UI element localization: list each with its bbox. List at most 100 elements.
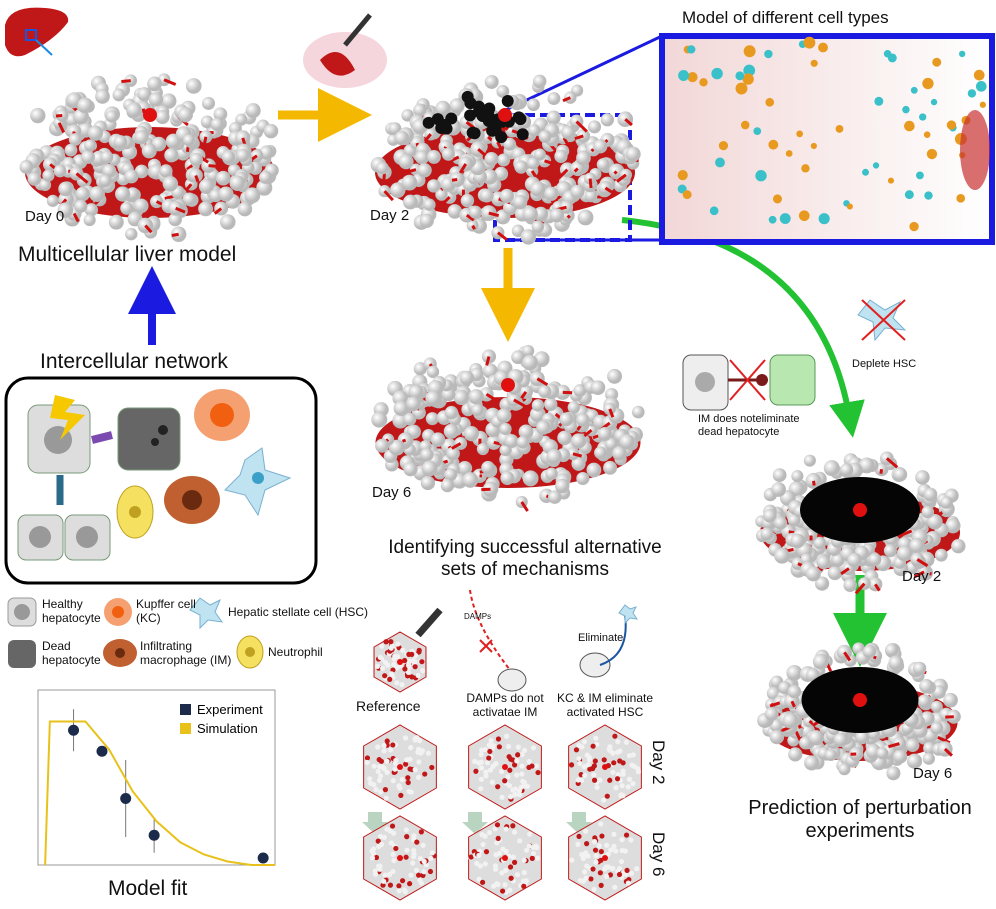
cell — [404, 757, 410, 763]
cell — [376, 777, 383, 783]
cell — [126, 102, 143, 119]
cell — [42, 169, 55, 182]
cell — [468, 206, 482, 219]
cell — [137, 87, 152, 102]
cell — [512, 194, 528, 210]
cell — [593, 735, 599, 741]
vessel — [885, 457, 899, 469]
vessel — [520, 391, 528, 400]
cell — [404, 834, 410, 840]
cell — [615, 771, 621, 778]
cell — [58, 181, 73, 197]
cell — [393, 400, 409, 416]
cell — [593, 139, 608, 154]
arrow — [91, 431, 113, 444]
cell — [473, 768, 479, 774]
cell — [623, 739, 630, 745]
cell — [785, 150, 793, 157]
cell — [617, 748, 623, 754]
cell — [468, 389, 484, 405]
cell — [447, 204, 463, 219]
cell — [508, 756, 514, 762]
cell — [549, 208, 565, 223]
zoom-box — [25, 29, 37, 41]
cell — [855, 729, 870, 745]
legend-label: Healthy hepatocyte — [42, 597, 101, 625]
cell — [389, 182, 406, 198]
day-label: Day 6 — [372, 484, 412, 501]
cell — [510, 854, 516, 860]
cell — [443, 423, 459, 439]
cell — [412, 659, 418, 665]
vessel — [613, 170, 618, 175]
cell — [382, 787, 389, 793]
central-vein — [602, 764, 608, 770]
cell — [459, 370, 475, 386]
cell — [573, 384, 587, 397]
cell — [162, 176, 179, 192]
cell — [533, 206, 549, 222]
cell — [420, 842, 426, 848]
cell — [975, 81, 987, 92]
central-vein — [397, 855, 403, 861]
cell — [478, 765, 485, 771]
cell — [511, 224, 525, 238]
cell — [406, 396, 421, 412]
cell — [768, 215, 777, 224]
cell — [922, 752, 935, 765]
cell — [612, 733, 618, 739]
cell — [182, 192, 197, 207]
cell — [575, 777, 581, 783]
cell — [497, 153, 511, 167]
cell — [568, 762, 575, 768]
cell — [570, 433, 587, 449]
cell — [606, 746, 612, 752]
vessel — [608, 408, 615, 418]
cell — [46, 194, 59, 207]
vessel — [485, 356, 491, 366]
label: DAMPs — [464, 612, 492, 621]
data-point — [96, 745, 108, 757]
cell — [546, 110, 561, 125]
cell — [803, 454, 816, 467]
cell — [522, 354, 538, 371]
cell — [483, 769, 489, 775]
cell — [64, 143, 78, 157]
vessel — [583, 428, 593, 438]
cell — [611, 760, 617, 766]
vessel — [451, 442, 462, 450]
cell — [874, 96, 884, 106]
cell — [496, 850, 503, 856]
cell — [499, 452, 514, 467]
cell — [387, 828, 393, 834]
cell — [490, 743, 496, 749]
cell — [487, 767, 494, 773]
cell — [198, 201, 214, 217]
vessel — [544, 159, 553, 165]
cell — [141, 143, 157, 159]
cell — [147, 76, 162, 92]
day-label: Day 2 — [370, 207, 410, 224]
cell — [507, 864, 514, 870]
cell — [27, 172, 42, 186]
cell — [417, 163, 432, 178]
central-vein — [602, 855, 608, 861]
cell — [429, 764, 435, 771]
cell — [112, 88, 126, 102]
cell — [580, 855, 586, 862]
cell — [474, 860, 480, 867]
cell — [387, 747, 394, 753]
cell — [414, 839, 420, 845]
cell — [478, 776, 485, 782]
legend-label: Experiment — [197, 702, 263, 717]
vessel — [590, 148, 595, 153]
cell — [603, 873, 610, 879]
cell — [538, 130, 552, 144]
caption: Multicellular liver model — [18, 243, 237, 266]
cell — [404, 847, 410, 853]
cell — [510, 787, 516, 793]
cell — [813, 536, 827, 550]
caption: Identifying successful alternative sets … — [388, 537, 662, 580]
cell — [927, 514, 943, 530]
cell — [628, 870, 635, 876]
